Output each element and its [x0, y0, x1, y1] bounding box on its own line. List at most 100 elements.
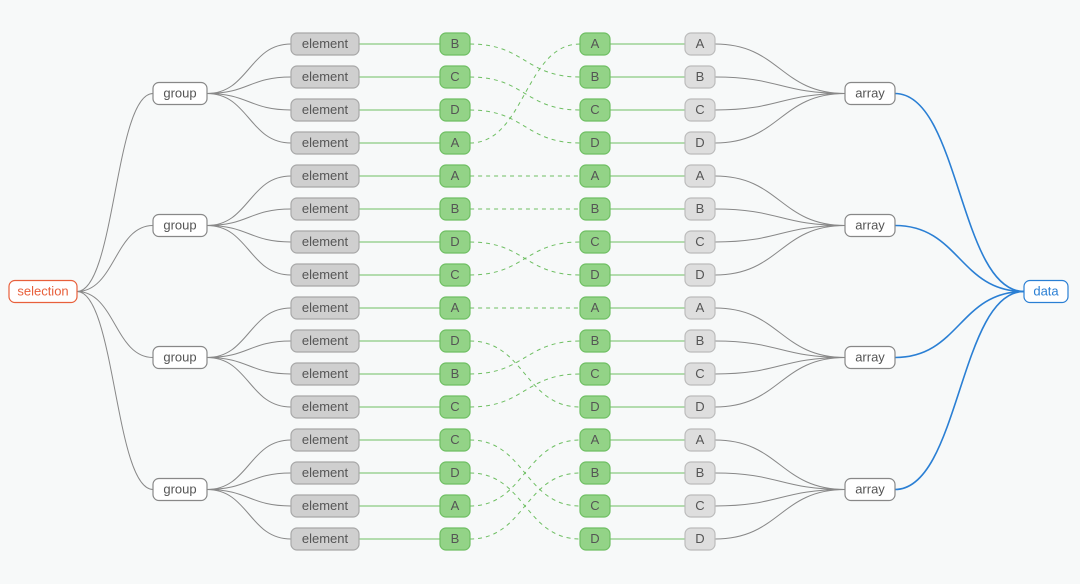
right-letter-1-3: D — [580, 264, 610, 286]
group-node-3-label: group — [163, 481, 196, 496]
array-node-3-label: array — [855, 481, 885, 496]
right-letter-3-0: A — [580, 429, 610, 451]
edge — [207, 226, 291, 276]
right-letter-2-2-label: C — [590, 366, 599, 381]
copy-letter-2-0: A — [685, 297, 715, 319]
element-node-2-1: element — [291, 330, 359, 352]
edge — [470, 473, 580, 539]
copy-letter-0-0: A — [685, 33, 715, 55]
array-node-1: array — [845, 215, 895, 237]
copy-letter-2-3-label: D — [695, 399, 704, 414]
right-letter-3-1: B — [580, 462, 610, 484]
right-letter-1-2-label: C — [590, 234, 599, 249]
left-letter-2-1: D — [440, 330, 470, 352]
edge — [207, 94, 291, 144]
edge — [470, 374, 580, 407]
edge — [470, 242, 580, 275]
edge — [895, 226, 1024, 292]
copy-letter-2-1-label: B — [696, 333, 705, 348]
left-letter-1-1: B — [440, 198, 470, 220]
edge — [207, 490, 291, 540]
group-node-1: group — [153, 215, 207, 237]
left-letter-1-0: A — [440, 165, 470, 187]
edge — [895, 292, 1024, 490]
edge — [207, 94, 291, 111]
edge — [470, 44, 580, 77]
group-node-2: group — [153, 347, 207, 369]
right-letter-0-2: C — [580, 99, 610, 121]
copy-letter-1-1-label: B — [696, 201, 705, 216]
element-node-0-3-label: element — [302, 135, 349, 150]
edge — [470, 440, 580, 506]
edge — [715, 358, 845, 375]
copy-letter-3-3: D — [685, 528, 715, 550]
element-node-2-1-label: element — [302, 333, 349, 348]
left-letter-1-3: C — [440, 264, 470, 286]
right-letter-0-0-label: A — [591, 36, 600, 51]
element-node-0-1: element — [291, 66, 359, 88]
element-node-0-3: element — [291, 132, 359, 154]
copy-letter-1-2-label: C — [695, 234, 704, 249]
edge — [470, 341, 580, 407]
copy-letter-2-2: C — [685, 363, 715, 385]
right-letter-0-3-label: D — [590, 135, 599, 150]
right-letter-3-2: C — [580, 495, 610, 517]
group-node-3: group — [153, 479, 207, 501]
left-letter-1-3-label: C — [450, 267, 459, 282]
right-letter-1-0-label: A — [591, 168, 600, 183]
edge — [207, 308, 291, 358]
element-node-2-3: element — [291, 396, 359, 418]
element-node-2-3-label: element — [302, 399, 349, 414]
left-letter-3-2: A — [440, 495, 470, 517]
selection-node-label: selection — [17, 283, 68, 298]
right-letter-2-2: C — [580, 363, 610, 385]
left-letter-3-2-label: A — [451, 498, 460, 513]
edge-layer — [77, 44, 1024, 539]
left-letter-2-1-label: D — [450, 333, 459, 348]
left-letter-3-3: B — [440, 528, 470, 550]
group-node-0-label: group — [163, 85, 196, 100]
copy-letter-1-0-label: A — [696, 168, 705, 183]
element-node-3-2-label: element — [302, 498, 349, 513]
element-node-0-2: element — [291, 99, 359, 121]
left-letter-2-3: C — [440, 396, 470, 418]
edge — [715, 209, 845, 226]
right-letter-3-3-label: D — [590, 531, 599, 546]
left-letter-0-1: C — [440, 66, 470, 88]
copy-letter-2-2-label: C — [695, 366, 704, 381]
edge — [207, 341, 291, 358]
right-letter-3-2-label: C — [590, 498, 599, 513]
left-letter-0-1-label: C — [450, 69, 459, 84]
left-letter-0-2-label: D — [450, 102, 459, 117]
left-letter-0-3-label: A — [451, 135, 460, 150]
left-letter-2-2-label: B — [451, 366, 460, 381]
edge — [470, 341, 580, 374]
edge — [207, 358, 291, 375]
element-node-2-2: element — [291, 363, 359, 385]
edge — [470, 77, 580, 110]
copy-letter-1-2: C — [685, 231, 715, 253]
edge — [77, 226, 153, 292]
left-letter-3-1: D — [440, 462, 470, 484]
copy-letter-1-3: D — [685, 264, 715, 286]
right-letter-0-1-label: B — [591, 69, 600, 84]
element-node-1-2: element — [291, 231, 359, 253]
right-letter-2-1-label: B — [591, 333, 600, 348]
element-node-1-1: element — [291, 198, 359, 220]
copy-letter-3-1-label: B — [696, 465, 705, 480]
element-node-1-2-label: element — [302, 234, 349, 249]
edge — [77, 94, 153, 292]
right-letter-0-1: B — [580, 66, 610, 88]
copy-letter-2-3: D — [685, 396, 715, 418]
copy-letter-0-3-label: D — [695, 135, 704, 150]
left-letter-1-2-label: D — [450, 234, 459, 249]
edge — [895, 292, 1024, 358]
right-letter-1-3-label: D — [590, 267, 599, 282]
edge — [207, 44, 291, 94]
edge — [207, 209, 291, 226]
left-letter-1-0-label: A — [451, 168, 460, 183]
edge — [715, 176, 845, 226]
edge — [715, 473, 845, 490]
right-letter-1-0: A — [580, 165, 610, 187]
right-letter-1-2: C — [580, 231, 610, 253]
